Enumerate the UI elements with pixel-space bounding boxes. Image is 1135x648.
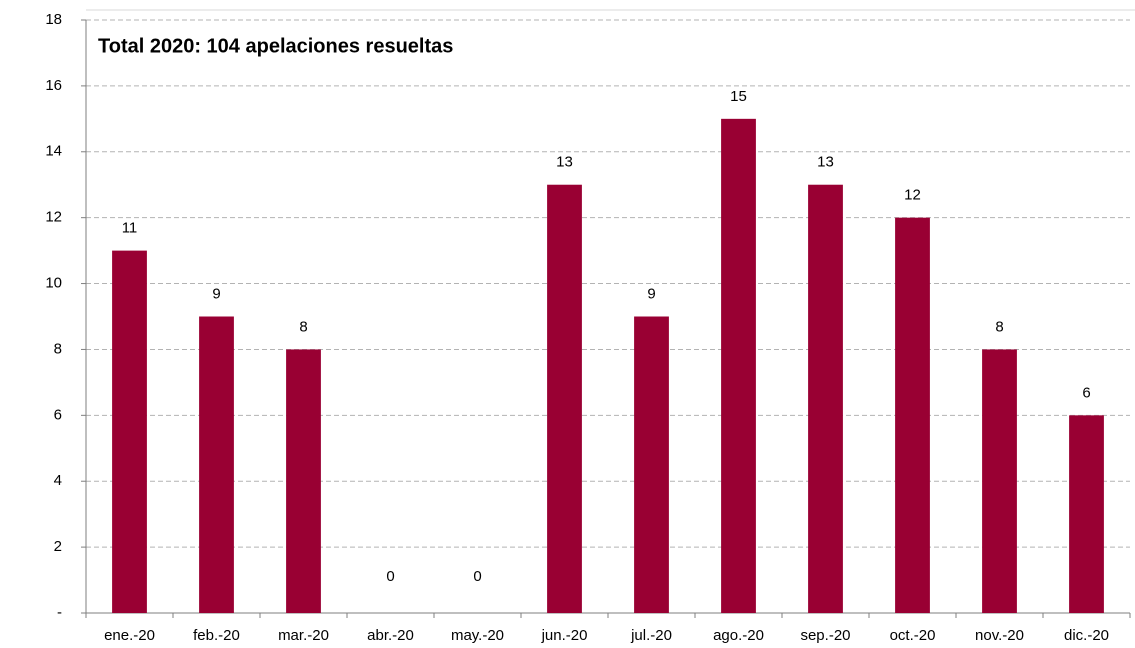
- x-tick-label: nov.-20: [975, 627, 1024, 644]
- x-tick-label: may.-20: [451, 627, 504, 644]
- bar: [982, 349, 1017, 613]
- chart-title: Total 2020: 104 apelaciones resueltas: [98, 35, 453, 57]
- data-label: 9: [647, 285, 655, 302]
- y-tick-label: 8: [54, 340, 62, 357]
- x-tick-label: oct.-20: [890, 627, 936, 644]
- data-label: 15: [730, 88, 747, 105]
- data-label: 13: [556, 154, 573, 171]
- x-tick-label: mar.-20: [278, 627, 329, 644]
- bar: [112, 250, 147, 613]
- x-tick-label: jun.-20: [541, 627, 588, 644]
- data-label: 0: [473, 568, 481, 585]
- data-label: 13: [817, 154, 834, 171]
- x-tick-label: jul.-20: [630, 627, 672, 644]
- y-tick-label: 10: [45, 275, 62, 292]
- x-tick-label: sep.-20: [800, 627, 850, 644]
- bar: [199, 316, 234, 613]
- bar: [1069, 415, 1104, 613]
- x-tick-label: feb.-20: [193, 627, 240, 644]
- x-tick-label: dic.-20: [1064, 627, 1109, 644]
- y-tick-label: -: [57, 604, 62, 621]
- data-label: 6: [1082, 384, 1090, 401]
- x-tick-label: ene.-20: [104, 627, 155, 644]
- data-label: 8: [995, 318, 1003, 335]
- y-tick-label: 6: [54, 406, 62, 423]
- y-tick-label: 14: [45, 143, 62, 160]
- data-label: 12: [904, 187, 921, 204]
- y-tick-label: 16: [45, 77, 62, 94]
- bar: [895, 217, 930, 613]
- y-tick-label: 18: [45, 11, 62, 28]
- data-label: 11: [122, 220, 138, 237]
- data-label: 0: [386, 568, 394, 585]
- bar: [808, 184, 843, 613]
- data-label: 8: [299, 318, 307, 335]
- bar: [547, 184, 582, 613]
- y-tick-label: 12: [45, 209, 62, 226]
- data-label: 9: [212, 285, 220, 302]
- y-tick-label: 4: [54, 472, 62, 489]
- bar: [721, 118, 756, 613]
- bar: [286, 349, 321, 613]
- x-tick-label: ago.-20: [713, 627, 764, 644]
- bar: [634, 316, 669, 613]
- x-tick-label: abr.-20: [367, 627, 414, 644]
- y-tick-label: 2: [54, 538, 62, 555]
